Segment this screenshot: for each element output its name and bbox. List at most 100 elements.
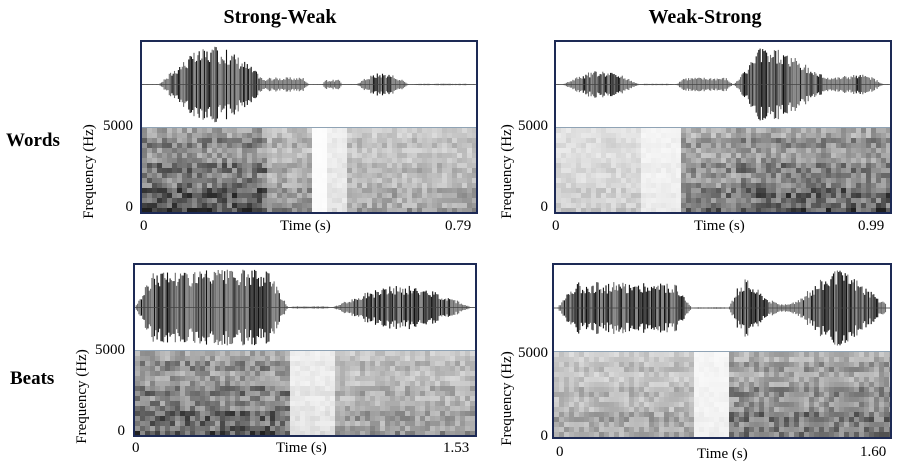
spectrogram-cell: [380, 351, 386, 357]
spectrogram-cell: [467, 173, 473, 179]
spectrogram-cell: [307, 168, 313, 174]
spectrogram-cell: [160, 381, 166, 387]
spectrogram-cell: [566, 193, 572, 199]
spectrogram-cell: [392, 163, 398, 169]
spectrogram-cell: [207, 198, 213, 204]
spectrogram-cell: [801, 183, 807, 189]
spectrogram-cell: [262, 158, 268, 164]
spectrogram-cell: [851, 208, 857, 212]
spectrogram-cell: [182, 128, 188, 134]
spectrogram-cell: [180, 421, 186, 427]
spectrogram-cell: [192, 168, 198, 174]
spectrogram-cell: [806, 203, 812, 209]
spectrogram-cell: [636, 208, 642, 212]
spectrogram-cell: [781, 178, 787, 184]
spectrogram-cell: [721, 178, 727, 184]
spectrogram-cell: [606, 148, 612, 154]
spectrogram-cell: [886, 198, 890, 204]
spectrogram-cell: [147, 173, 153, 179]
spectrogram-cell: [771, 153, 777, 159]
spectrogram-cell: [387, 158, 393, 164]
spectrogram-cell: [696, 183, 702, 189]
spectrogram-cell: [831, 158, 837, 164]
spectrogram-cell: [375, 396, 381, 402]
spectrogram-cell: [452, 143, 458, 149]
spectrogram-cell: [262, 173, 268, 179]
spectrogram-cell: [332, 183, 338, 189]
spectrogram-cell: [599, 367, 605, 373]
spectrogram-cell: [295, 416, 301, 422]
spectrogram-cell: [726, 128, 732, 134]
spectrogram-cell: [162, 208, 168, 212]
spectrogram-cell: [325, 361, 331, 367]
spectrogram-cell: [445, 386, 451, 392]
spectrogram-cell: [420, 391, 426, 397]
words-strong-weak-spectrogram: [142, 127, 476, 212]
spectrogram-cell: [731, 203, 737, 209]
spectrogram-cell: [831, 163, 837, 169]
spectrogram-cell: [701, 173, 707, 179]
spectrogram-cell: [232, 203, 238, 209]
spectrogram-cell: [170, 381, 176, 387]
spectrogram-cell: [751, 193, 757, 199]
spectrogram-cell: [711, 163, 717, 169]
spectrogram-cell: [452, 173, 458, 179]
spectrogram-cell: [272, 173, 278, 179]
spectrogram-cell: [255, 351, 261, 357]
spectrogram-cell: [357, 203, 363, 209]
spectrogram-cell: [287, 183, 293, 189]
spectrogram-cell: [320, 406, 326, 412]
spectrogram-cell: [242, 208, 248, 212]
spectrogram-cell: [140, 421, 146, 427]
spectrogram-cell: [327, 208, 333, 212]
spectrogram-cell: [836, 168, 842, 174]
spectrogram-cell: [866, 193, 872, 199]
spectrogram-cell: [614, 367, 620, 373]
spectrogram-cell: [574, 352, 580, 358]
spectrogram-cell: [182, 203, 188, 209]
spectrogram-cell: [247, 203, 253, 209]
spectrogram-cell: [836, 138, 842, 144]
spectrogram-cell: [686, 128, 692, 134]
spectrogram-cell: [586, 163, 592, 169]
spectrogram-cell: [634, 417, 640, 423]
spectrogram-cell: [135, 431, 141, 435]
spectrogram-cell: [741, 143, 747, 149]
spectrogram-cell: [836, 163, 842, 169]
spectrogram-cell: [656, 133, 662, 139]
spectrogram-cell: [576, 143, 582, 149]
spectrogram-cell: [554, 387, 560, 393]
spectrogram-cell: [300, 381, 306, 387]
spectrogram-cell: [831, 188, 837, 194]
spectrogram-cell: [290, 351, 296, 357]
spectrogram-cell: [240, 411, 246, 417]
spectrogram-cell: [601, 203, 607, 209]
spectrogram-cell: [357, 173, 363, 179]
spectrogram-cell: [594, 352, 600, 358]
spectrogram-cell: [766, 133, 772, 139]
spectrogram-cell: [145, 391, 151, 397]
spectrogram-cell: [257, 153, 263, 159]
spectrogram-cell: [462, 198, 468, 204]
spectrogram-cell: [634, 427, 640, 433]
spectrogram-cell: [175, 376, 181, 382]
spectrogram-cell: [420, 421, 426, 427]
spectrogram-cell: [631, 208, 637, 212]
spectrogram-cell: [407, 158, 413, 164]
spectrogram-cell: [370, 366, 376, 372]
spectrogram-cell: [871, 198, 877, 204]
spectrogram-cell: [666, 208, 672, 212]
spectrogram-cell: [337, 138, 343, 144]
spectrogram-cell: [801, 203, 807, 209]
spectrogram-cell: [230, 411, 236, 417]
spectrogram-cell: [420, 376, 426, 382]
spectrogram-cell: [357, 193, 363, 199]
spectrogram-cell: [250, 431, 256, 435]
spectrogram-cell: [320, 396, 326, 402]
spectrogram-cell: [292, 203, 298, 209]
spectrogram-cell: [372, 178, 378, 184]
spectrogram-cell: [450, 406, 456, 412]
spectrogram-cell: [581, 158, 587, 164]
spectrogram-cell: [881, 148, 887, 154]
spectrogram-cell: [375, 386, 381, 392]
